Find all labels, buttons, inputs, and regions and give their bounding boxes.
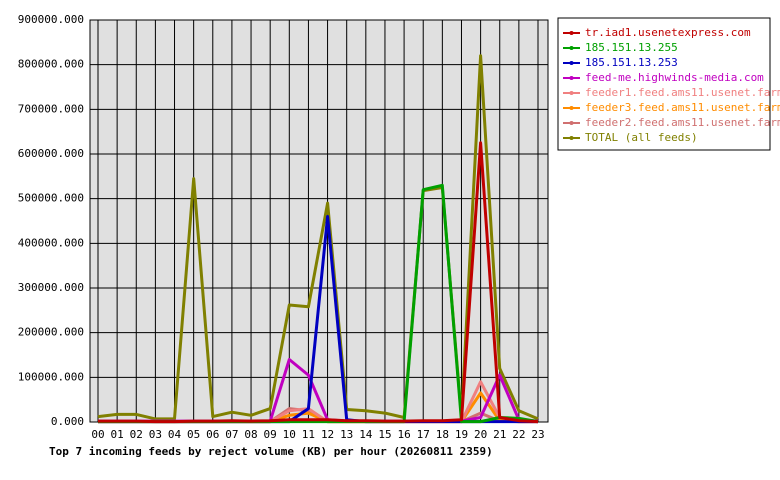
x-tick-label: 02 (130, 428, 143, 441)
legend-marker (569, 121, 574, 125)
x-tick-label: 07 (225, 428, 238, 441)
y-tick-label: 0.000 (51, 415, 84, 428)
x-tick-label: 08 (244, 428, 257, 441)
x-tick-label: 23 (531, 428, 544, 441)
legend-marker (569, 61, 574, 65)
y-tick-label: 800000.000 (18, 58, 84, 71)
y-tick-label: 600000.000 (18, 147, 84, 160)
legend-label: 185.151.13.255 (585, 41, 678, 54)
y-tick-label: 100000.000 (18, 370, 84, 383)
series-line (98, 141, 539, 424)
y-tick-label: 900000.000 (18, 13, 84, 26)
legend-label: feeder2.feed.ams11.usenet.farm (585, 116, 780, 129)
x-tick-label: 01 (111, 428, 124, 441)
x-tick-label: 20 (474, 428, 487, 441)
chart-title: Top 7 incoming feeds by reject volume (K… (49, 445, 493, 458)
legend-marker (569, 106, 574, 110)
x-tick-label: 06 (206, 428, 219, 441)
legend-label: 185.151.13.253 (585, 56, 678, 69)
x-tick-label: 09 (264, 428, 277, 441)
x-tick-label: 15 (378, 428, 391, 441)
legend (557, 17, 771, 151)
legend-marker (569, 136, 574, 140)
x-tick-label: 04 (168, 428, 182, 441)
x-tick-label: 22 (512, 428, 525, 441)
x-tick-label: 12 (321, 428, 334, 441)
x-tick-label: 17 (417, 428, 430, 441)
x-tick-label: 21 (493, 428, 506, 441)
legend-label: feed-me.highwinds-media.com (585, 71, 764, 84)
y-tick-label: 400000.000 (18, 236, 84, 249)
legend-label: feeder3.feed.ams11.usenet.farm (585, 101, 780, 114)
x-tick-label: 03 (149, 428, 162, 441)
legend-marker (569, 31, 574, 35)
legend-marker (569, 46, 574, 50)
x-tick-label: 13 (340, 428, 353, 441)
legend-marker (569, 91, 574, 95)
legend-label: feeder1.feed.ams11.usenet.farm (585, 86, 780, 99)
legend-marker (569, 76, 574, 80)
x-tick-label: 16 (397, 428, 410, 441)
x-tick-label: 05 (187, 428, 200, 441)
x-tick-label: 19 (455, 428, 468, 441)
y-tick-label: 700000.000 (18, 102, 84, 115)
x-tick-label: 14 (359, 428, 373, 441)
x-tick-label: 11 (302, 428, 315, 441)
legend-label: tr.iad1.usenetexpress.com (585, 26, 751, 39)
legend-label: TOTAL (all feeds) (585, 131, 698, 144)
x-tick-label: 00 (91, 428, 104, 441)
y-tick-label: 500000.000 (18, 192, 84, 205)
y-tick-label: 200000.000 (18, 326, 84, 339)
y-tick-label: 300000.000 (18, 281, 84, 294)
x-tick-label: 10 (283, 428, 296, 441)
x-tick-label: 18 (436, 428, 449, 441)
